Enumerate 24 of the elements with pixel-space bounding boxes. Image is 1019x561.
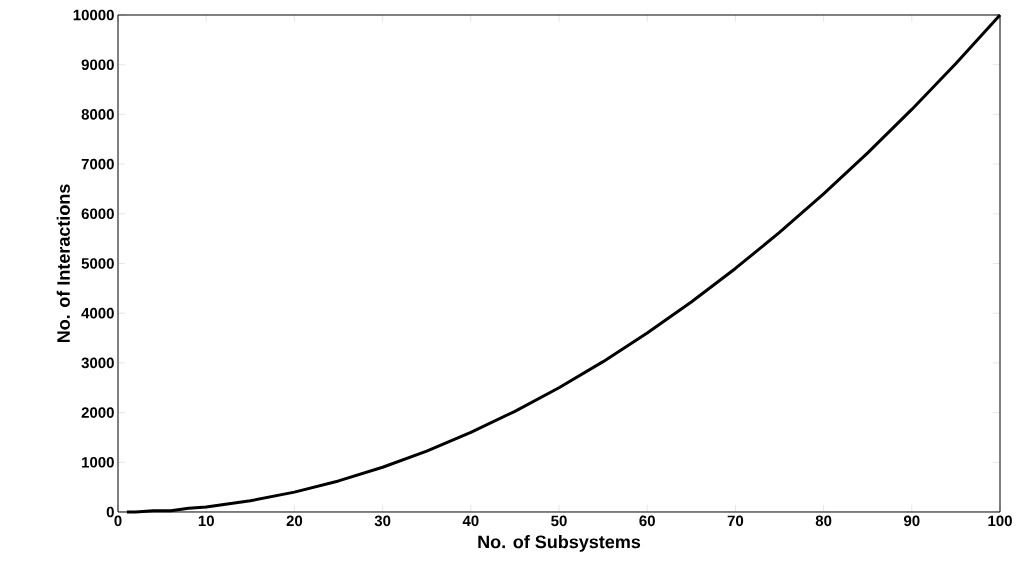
x-tick-label: 40 [462,515,479,527]
x-tick-label: 100 [988,515,1012,527]
y-axis-title: No. of Interactions [56,184,70,343]
x-tick-label: 30 [374,515,391,527]
y-tick-label: 2000 [81,407,114,418]
x-tick-label: 20 [286,515,303,527]
x-tick-label: 80 [815,515,832,527]
x-tick-label: 70 [727,515,744,527]
y-tick-label: 8000 [81,109,114,120]
y-tick-label: 7000 [81,158,114,170]
y-tick-label: 0 [106,506,114,518]
x-tick-label: 60 [639,515,655,527]
y-tick-label: 10000 [73,9,114,21]
y-tick-label: 6000 [81,208,114,220]
x-tick-label: 90 [903,515,920,527]
y-tick-label: 3000 [81,357,114,369]
y-tick-label: 1000 [82,456,114,468]
x-tick-label: 10 [198,515,214,527]
y-tick-label: 5000 [81,258,114,269]
x-tick-label: 50 [551,515,567,527]
y-tick-label: 9000 [81,59,114,70]
x-tick-label: 0 [114,515,122,527]
y-tick-label: 4000 [81,307,114,319]
x-axis-title: No. of Subsystems [478,535,641,552]
